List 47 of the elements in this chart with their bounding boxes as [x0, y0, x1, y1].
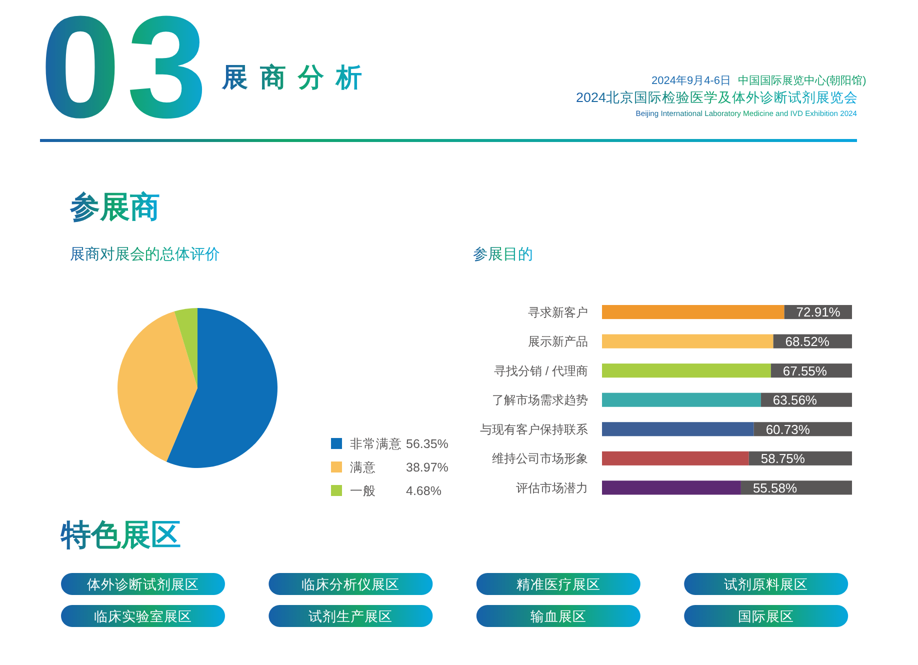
y-tick-label: 维持公司市场形象 — [492, 452, 588, 466]
y-tick-label: 评估市场潜力 — [516, 480, 588, 495]
text: 精准医疗展区 — [516, 576, 600, 592]
data-label: 68.52% — [785, 334, 830, 349]
data-label: 38.97% — [406, 460, 448, 474]
chart-title: 展商对展会的总体评价 — [70, 246, 220, 263]
pie-slice — [166, 308, 278, 468]
pie-slice — [118, 311, 198, 462]
pie-slice — [174, 308, 198, 388]
data-label: 72.91% — [796, 304, 841, 320]
y-tick-label: 了解市场需求趋势 — [492, 393, 588, 408]
text: 展商分析 — [221, 62, 374, 92]
y-tick-label: 与现有客户保持联系 — [480, 422, 588, 436]
data-label: 58.75% — [760, 451, 806, 466]
data-label: 4.68% — [406, 484, 442, 498]
y-tick-label: 展示新产品 — [528, 334, 588, 349]
text: 2024北京国际检验医学及体外诊断试剂展览会 — [576, 90, 858, 105]
text: 体外诊断试剂展区 — [87, 576, 199, 592]
text: 参展商 — [69, 190, 160, 224]
data-label: 67.55% — [782, 363, 828, 378]
legend-label: 一般 — [350, 484, 376, 498]
y-tick-label: 寻求新客户 — [528, 305, 588, 320]
data-label: 60.73% — [766, 422, 810, 437]
text: 试剂生产展区 — [308, 608, 393, 624]
legend-label: 满意 — [350, 460, 376, 474]
text: 输血展区 — [530, 608, 586, 624]
bar — [602, 392, 761, 407]
bar — [602, 305, 784, 320]
data-label: 56.35% — [406, 437, 448, 451]
bar — [602, 480, 741, 495]
text: 临床实验室展区 — [94, 608, 192, 624]
bar — [602, 364, 771, 378]
chart-title: 参展目的 — [473, 246, 533, 263]
text: 特色展区 — [60, 519, 181, 552]
y-tick-label: 寻找分销 / 代理商 — [494, 364, 588, 378]
text: 03 — [40, 0, 214, 148]
text: 试剂原料展区 — [724, 576, 808, 592]
text: 中国国际展览中心(朝阳馆) — [738, 74, 866, 87]
bar — [602, 334, 774, 348]
data-label: 55.58% — [752, 480, 798, 496]
data-label: 63.56% — [772, 392, 818, 408]
text: 国际展区 — [738, 608, 794, 624]
text: 临床分析仪展区 — [302, 576, 400, 592]
legend-label: 非常满意 — [350, 437, 402, 451]
bar — [602, 451, 749, 466]
bar — [602, 422, 754, 436]
text: 2024年9月4-6日 — [652, 75, 731, 87]
